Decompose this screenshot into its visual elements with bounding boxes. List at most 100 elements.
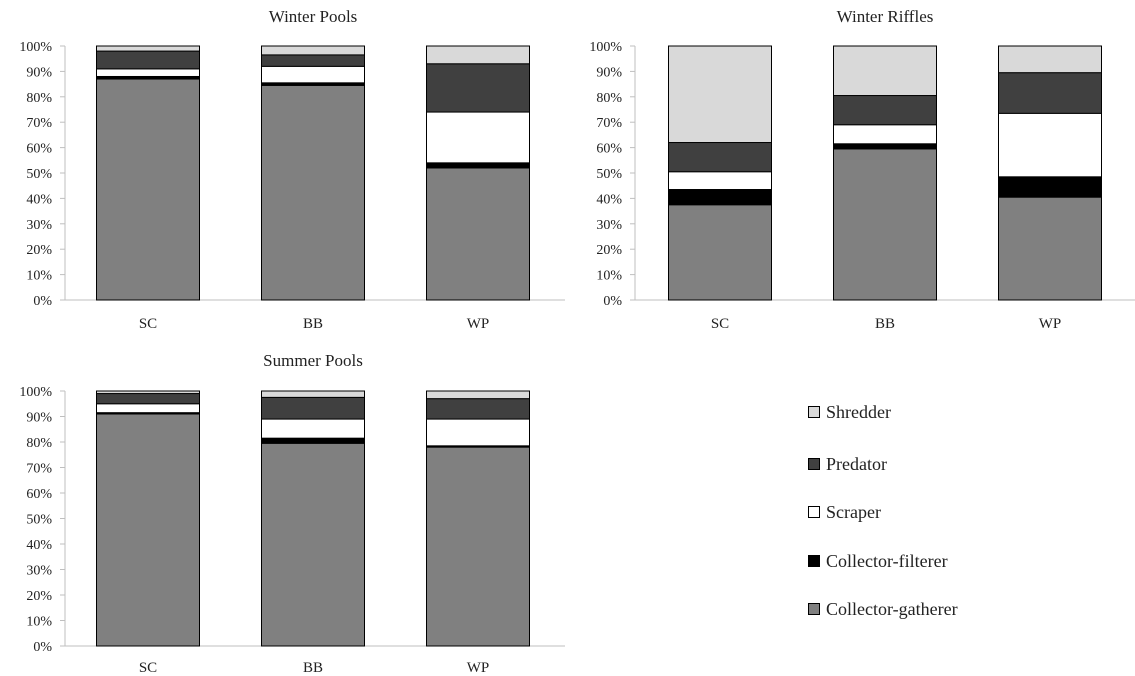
summer-pools-ytick-label: 60%: [26, 487, 52, 502]
legend-item-collector-filterer: Collector-filterer: [808, 549, 948, 573]
winter-pools-bar-bb-collector-gatherer: [261, 84, 365, 301]
winter-riffles-bar-sc-collector-gatherer: [668, 204, 772, 301]
winter-riffles-ytick-label: 30%: [596, 218, 622, 233]
summer-pools-bar-sc-collector-gatherer: [96, 413, 200, 647]
winter-riffles-bar-wp-scraper: [998, 112, 1102, 178]
winter-riffles-bar-bb-scraper: [833, 124, 937, 145]
legend-item-shredder: Shredder: [808, 400, 891, 424]
winter-pools-ytick-label: 60%: [26, 142, 52, 157]
winter-riffles-bar-sc-predator: [668, 142, 772, 173]
winter-riffles-bar-sc-collector-filterer: [668, 189, 772, 206]
winter-riffles-category-label-wp: WP: [1039, 316, 1062, 332]
winter-pools-category-label-bb: BB: [303, 316, 323, 332]
winter-pools-ytick-label: 90%: [26, 65, 52, 80]
winter-riffles-ytick-label: 10%: [596, 269, 622, 284]
winter-pools-ytick-label: 50%: [26, 167, 52, 182]
summer-pools-bar-sc-scraper: [96, 403, 200, 414]
summer-pools-bar-wp-scraper: [426, 418, 530, 447]
winter-pools-bar-sc-predator: [96, 50, 200, 70]
summer-pools-ytick-label: 40%: [26, 538, 52, 553]
winter-riffles-bar-wp-predator: [998, 72, 1102, 114]
legend-label-collector-filterer: Collector-filterer: [826, 550, 948, 571]
winter-pools-bar-bb-predator: [261, 54, 365, 67]
summer-pools-ytick-label: 30%: [26, 564, 52, 579]
summer-pools-bar-bb-collector-filterer: [261, 437, 365, 444]
legend-item-collector-gatherer: Collector-gatherer: [808, 597, 958, 621]
legend-swatch-shredder: [808, 406, 820, 418]
legend-label-collector-gatherer: Collector-gatherer: [826, 598, 958, 619]
winter-riffles-ytick-label: 60%: [596, 142, 622, 157]
winter-pools-category-label-sc: SC: [139, 316, 157, 332]
winter-riffles-bar-sc-shredder: [668, 45, 772, 144]
winter-pools-bar-wp-scraper: [426, 111, 530, 164]
winter-riffles-ytick-label: 50%: [596, 167, 622, 182]
winter-pools-bar-bb-scraper: [261, 65, 365, 84]
summer-pools-bar-bb-scraper: [261, 418, 365, 439]
winter-pools-ytick-label: 10%: [26, 269, 52, 284]
winter-riffles-bar-wp-collector-gatherer: [998, 196, 1102, 301]
summer-pools-bar-bb-predator: [261, 396, 365, 420]
winter-pools-ytick-label: 40%: [26, 192, 52, 207]
summer-pools-bar-wp-predator: [426, 398, 530, 420]
winter-pools-title: Winter Pools: [269, 7, 358, 26]
legend-item-predator: Predator: [808, 452, 887, 476]
legend-item-scraper: Scraper: [808, 500, 881, 524]
winter-pools-bar-wp-shredder: [426, 45, 530, 65]
summer-pools-ytick-label: 80%: [26, 436, 52, 451]
winter-pools-ytick-label: 20%: [26, 243, 52, 258]
winter-pools-ytick-label: 80%: [26, 91, 52, 106]
legend-swatch-predator: [808, 458, 820, 470]
winter-riffles-ytick-label: 70%: [596, 116, 622, 131]
legend-swatch-collector-filterer: [808, 555, 820, 567]
winter-riffles-bar-wp-shredder: [998, 45, 1102, 74]
winter-riffles-bar-bb-predator: [833, 95, 937, 126]
summer-pools-ytick-label: 20%: [26, 589, 52, 604]
summer-pools-title: Summer Pools: [263, 351, 363, 370]
legend-label-scraper: Scraper: [826, 501, 881, 522]
winter-pools-bar-sc-scraper: [96, 68, 200, 77]
winter-riffles-bar-sc-scraper: [668, 171, 772, 191]
summer-pools-bar-bb-shredder: [261, 390, 365, 398]
winter-pools-ytick-label: 0%: [33, 294, 52, 309]
summer-pools-category-label-wp: WP: [467, 660, 490, 676]
winter-pools-bar-wp-collector-gatherer: [426, 167, 530, 301]
summer-pools-bar-sc-predator: [96, 393, 200, 405]
summer-pools-ytick-label: 100%: [19, 385, 52, 400]
winter-riffles-ytick-label: 20%: [596, 243, 622, 258]
winter-riffles-category-label-sc: SC: [711, 316, 729, 332]
summer-pools-category-label-sc: SC: [139, 660, 157, 676]
summer-pools-ytick-label: 90%: [26, 411, 52, 426]
summer-pools-ytick-label: 0%: [33, 640, 52, 655]
winter-pools-ytick-label: 100%: [19, 40, 52, 55]
winter-pools-bar-bb-shredder: [261, 45, 365, 56]
winter-riffles-ytick-label: 0%: [603, 294, 622, 309]
legend-swatch-collector-gatherer: [808, 603, 820, 615]
winter-riffles-bar-wp-collector-filterer: [998, 176, 1102, 198]
winter-riffles-bar-bb-collector-gatherer: [833, 148, 937, 301]
winter-riffles-ytick-label: 100%: [589, 40, 622, 55]
winter-riffles-category-label-bb: BB: [875, 316, 895, 332]
winter-pools-bar-wp-predator: [426, 63, 530, 113]
winter-riffles-ytick-label: 80%: [596, 91, 622, 106]
summer-pools-bar-bb-collector-gatherer: [261, 442, 365, 647]
winter-riffles-ytick-label: 90%: [596, 65, 622, 80]
winter-pools-bar-sc-collector-gatherer: [96, 78, 200, 301]
summer-pools-bar-sc-shredder: [96, 390, 200, 395]
summer-pools-bar-wp-collector-gatherer: [426, 446, 530, 647]
summer-pools-ytick-label: 10%: [26, 615, 52, 630]
summer-pools-bar-wp-shredder: [426, 390, 530, 400]
legend-label-shredder: Shredder: [826, 401, 891, 422]
summer-pools-category-label-bb: BB: [303, 660, 323, 676]
legend-label-predator: Predator: [826, 453, 887, 474]
summer-pools-ytick-label: 50%: [26, 513, 52, 528]
winter-riffles-title: Winter Riffles: [837, 7, 934, 26]
winter-pools-category-label-wp: WP: [467, 316, 490, 332]
winter-pools-ytick-label: 30%: [26, 218, 52, 233]
winter-riffles-bar-bb-shredder: [833, 45, 937, 97]
winter-riffles-ytick-label: 40%: [596, 192, 622, 207]
legend-swatch-scraper: [808, 506, 820, 518]
winter-pools-bar-wp-collector-filterer: [426, 162, 530, 169]
summer-pools-ytick-label: 70%: [26, 462, 52, 477]
winter-pools-bar-sc-shredder: [96, 45, 200, 52]
